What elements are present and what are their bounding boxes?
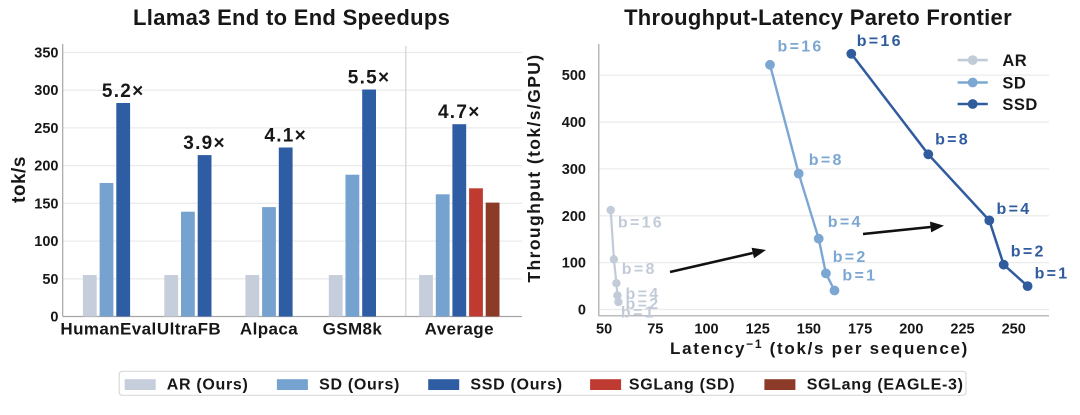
svg-text:100: 100 bbox=[694, 322, 718, 338]
svg-text:100: 100 bbox=[562, 256, 586, 272]
svg-text:Latency−1 (tok/s per sequence): Latency−1 (tok/s per sequence) bbox=[670, 337, 969, 358]
svg-text:Average: Average bbox=[425, 320, 494, 339]
svg-text:300: 300 bbox=[562, 162, 586, 178]
svg-text:b=16: b=16 bbox=[618, 215, 664, 232]
svg-text:b=16: b=16 bbox=[778, 39, 824, 56]
svg-text:SD: SD bbox=[1002, 74, 1026, 92]
svg-text:b=8: b=8 bbox=[809, 152, 844, 169]
svg-text:4.7×: 4.7× bbox=[438, 102, 481, 123]
svg-text:50: 50 bbox=[596, 322, 612, 338]
svg-text:SD (Ours): SD (Ours) bbox=[319, 376, 400, 393]
svg-text:4.1×: 4.1× bbox=[264, 126, 307, 147]
svg-text:b=1: b=1 bbox=[842, 267, 877, 284]
svg-text:SSD: SSD bbox=[1002, 96, 1037, 114]
svg-text:b=1: b=1 bbox=[1035, 266, 1070, 283]
svg-text:b=8: b=8 bbox=[622, 261, 657, 278]
svg-text:50: 50 bbox=[42, 272, 58, 288]
svg-text:250: 250 bbox=[1002, 322, 1026, 338]
svg-text:200: 200 bbox=[562, 209, 586, 225]
svg-text:300: 300 bbox=[34, 83, 58, 99]
svg-text:HumanEval: HumanEval bbox=[60, 320, 156, 339]
svg-text:0: 0 bbox=[50, 310, 58, 326]
svg-text:250: 250 bbox=[34, 121, 58, 137]
svg-text:400: 400 bbox=[562, 115, 586, 131]
svg-text:5.2×: 5.2× bbox=[102, 81, 145, 102]
svg-text:AR: AR bbox=[1002, 52, 1027, 70]
svg-text:Throughput-Latency Pareto Fron: Throughput-Latency Pareto Frontier bbox=[624, 5, 1012, 30]
svg-text:75: 75 bbox=[647, 322, 663, 338]
svg-text:SSD (Ours): SSD (Ours) bbox=[470, 376, 562, 393]
svg-text:GSM8k: GSM8k bbox=[323, 320, 383, 339]
svg-text:200: 200 bbox=[34, 159, 58, 175]
svg-text:b=16: b=16 bbox=[857, 33, 903, 50]
svg-text:b=4: b=4 bbox=[997, 201, 1032, 218]
svg-text:tok/s: tok/s bbox=[9, 156, 30, 203]
svg-text:SGLang (SD): SGLang (SD) bbox=[629, 376, 735, 393]
svg-text:Alpaca: Alpaca bbox=[240, 320, 298, 339]
svg-text:100: 100 bbox=[34, 234, 58, 250]
svg-text:b=2: b=2 bbox=[833, 249, 868, 266]
svg-text:b=4: b=4 bbox=[828, 214, 863, 231]
svg-text:350: 350 bbox=[34, 46, 58, 62]
svg-text:125: 125 bbox=[746, 322, 770, 338]
svg-text:225: 225 bbox=[950, 322, 974, 338]
svg-text:150: 150 bbox=[34, 196, 58, 212]
svg-text:3.9×: 3.9× bbox=[183, 133, 226, 154]
svg-text:500: 500 bbox=[562, 68, 586, 84]
svg-text:SGLang (EAGLE-3): SGLang (EAGLE-3) bbox=[807, 376, 964, 393]
svg-text:150: 150 bbox=[797, 322, 821, 338]
svg-text:UltraFB: UltraFB bbox=[157, 320, 221, 339]
svg-text:175: 175 bbox=[848, 322, 872, 338]
svg-text:Llama3 End to End Speedups: Llama3 End to End Speedups bbox=[133, 5, 450, 30]
svg-text:b=4: b=4 bbox=[626, 286, 661, 303]
svg-text:Throughput (tok/s/GPU): Throughput (tok/s/GPU) bbox=[524, 53, 544, 282]
svg-text:5.5×: 5.5× bbox=[348, 68, 391, 89]
svg-text:b=8: b=8 bbox=[935, 132, 970, 149]
svg-text:b=2: b=2 bbox=[1011, 243, 1046, 260]
svg-text:0: 0 bbox=[578, 303, 586, 319]
svg-text:b=1: b=1 bbox=[621, 305, 656, 322]
svg-text:b=2: b=2 bbox=[626, 296, 661, 313]
svg-text:200: 200 bbox=[899, 322, 923, 338]
svg-text:AR (Ours): AR (Ours) bbox=[167, 376, 249, 393]
